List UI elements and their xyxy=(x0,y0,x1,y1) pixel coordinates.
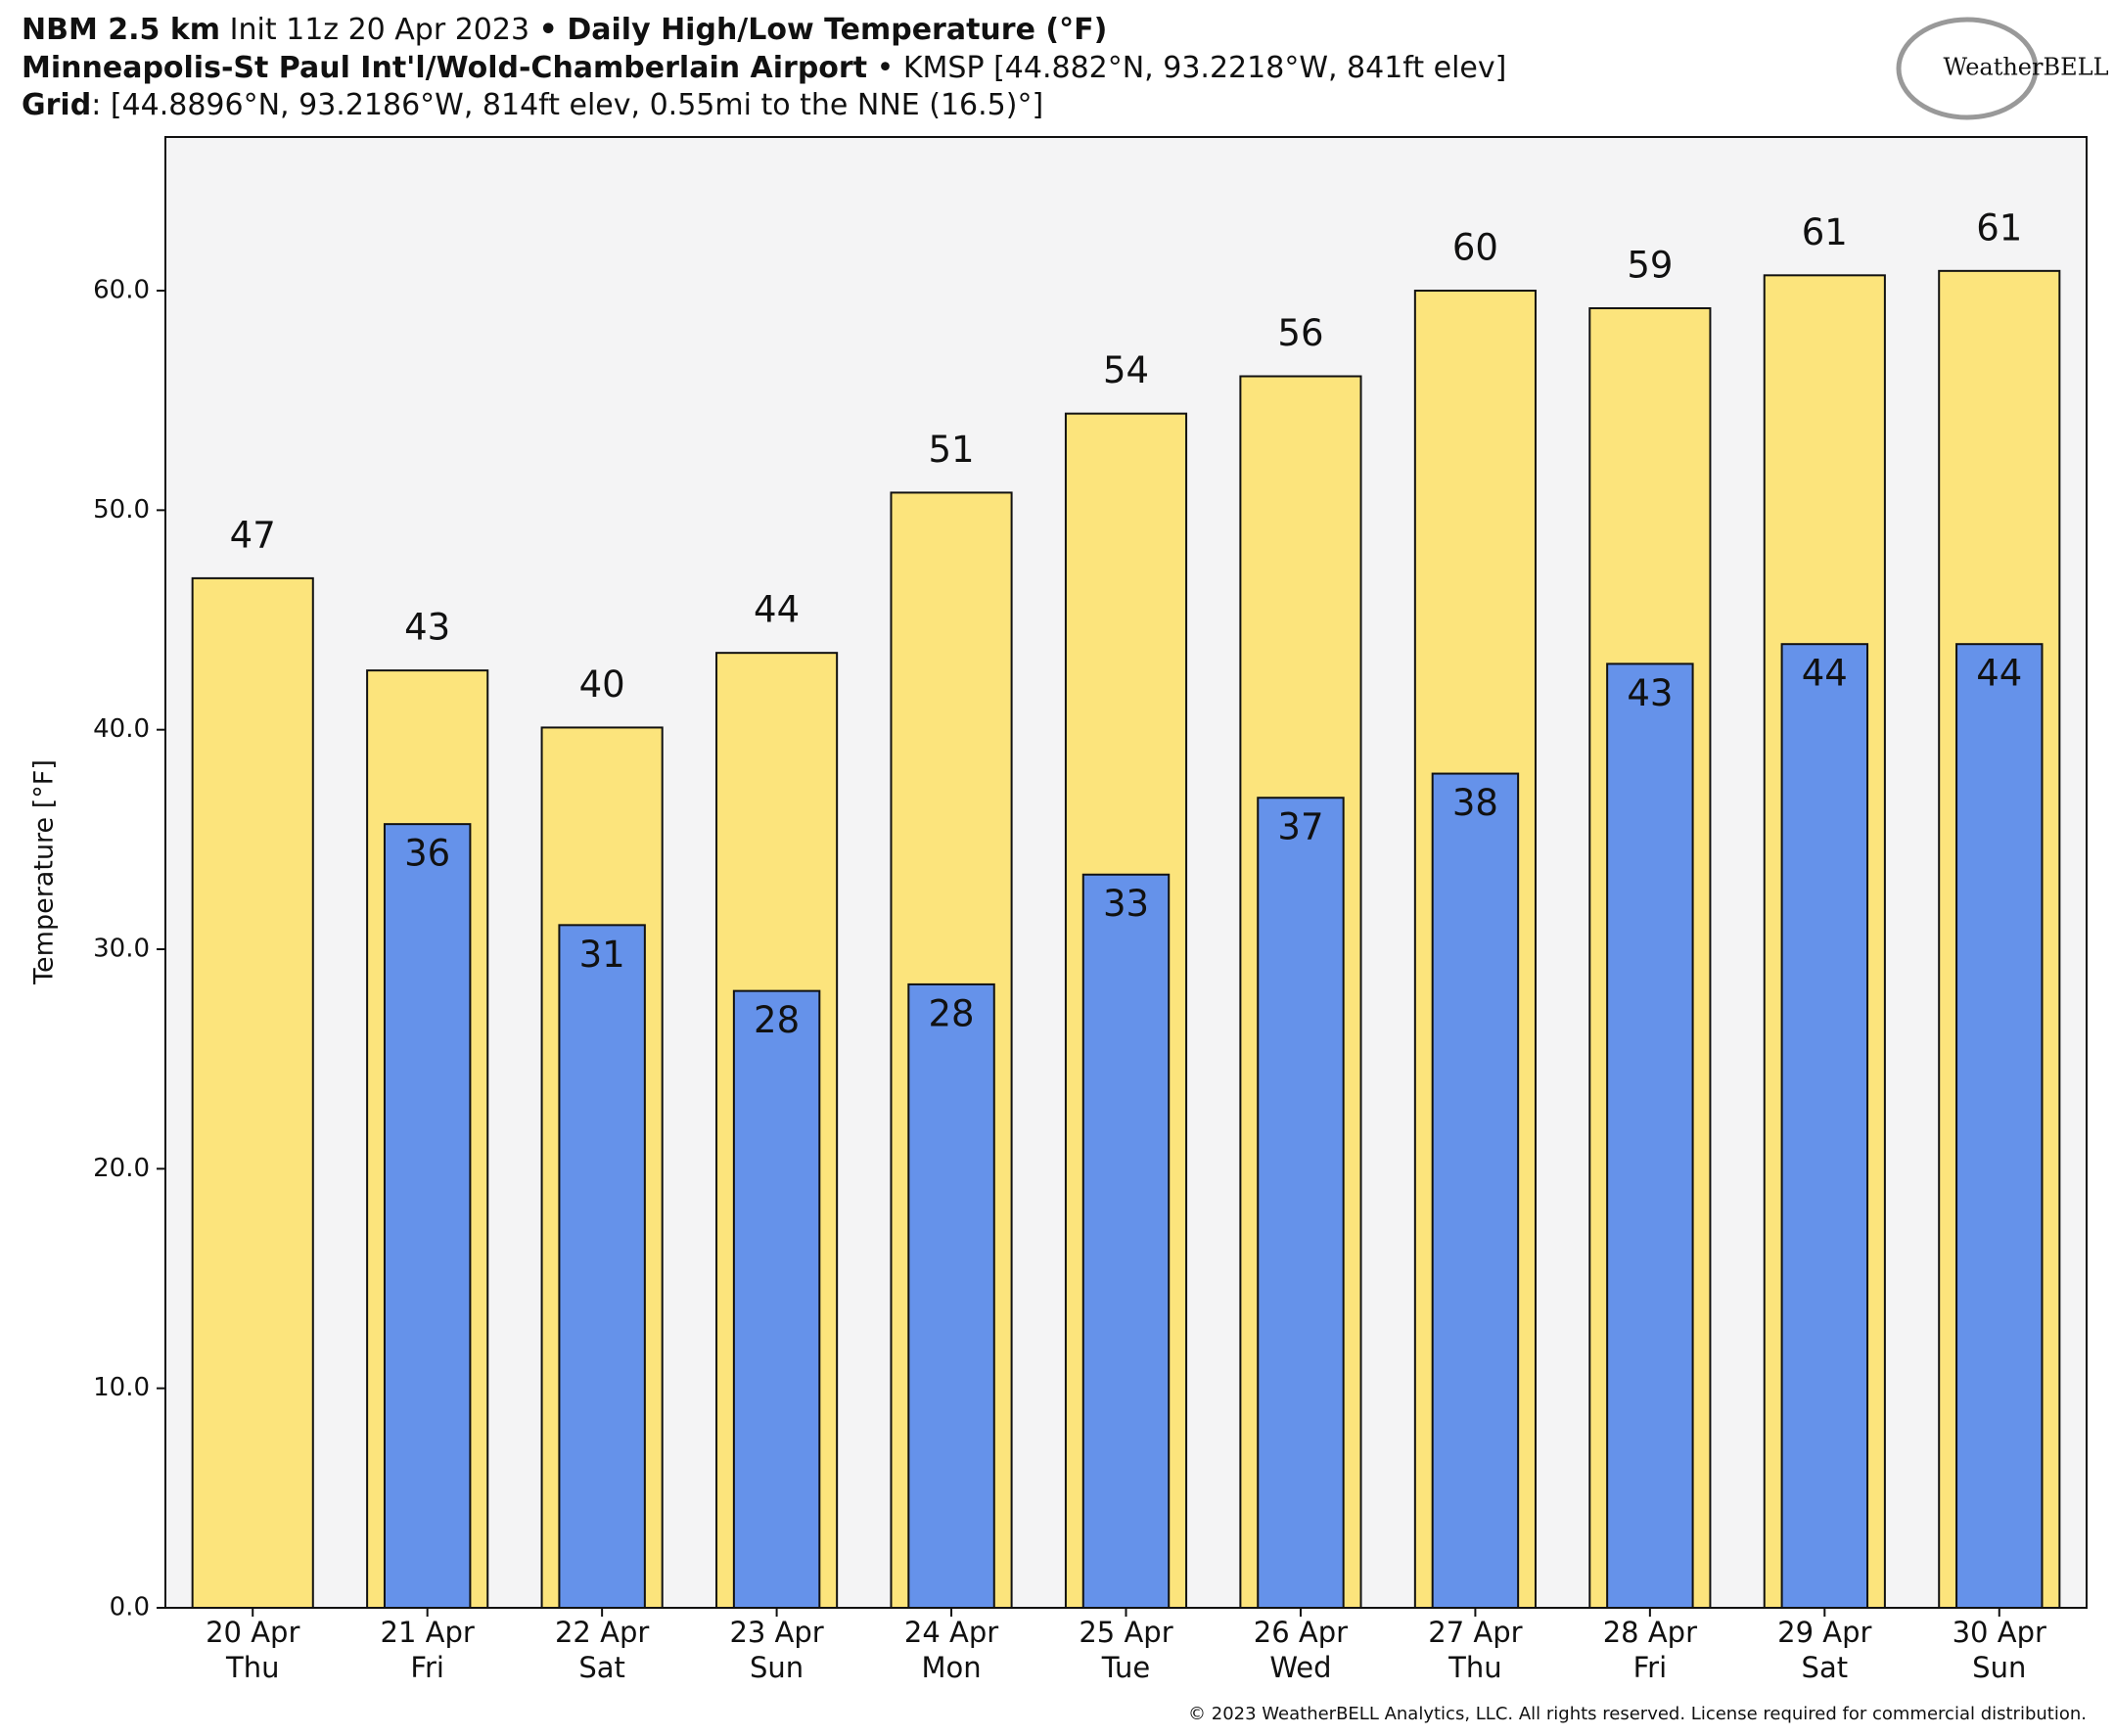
x-tick-weekday: Tue xyxy=(1101,1651,1151,1684)
bar xyxy=(1431,772,1520,1609)
value-label: 51 xyxy=(928,429,974,471)
x-tick-weekday: Sun xyxy=(1972,1651,2026,1684)
x-tick-label: 27 Apr xyxy=(1428,1616,1522,1649)
title-part: Daily High/Low Temperature (°F) xyxy=(567,13,1107,47)
x-tick-weekday: Thu xyxy=(225,1651,279,1684)
value-label: 60 xyxy=(1452,227,1498,269)
title-part: Init 11z 20 Apr 2023 xyxy=(230,13,529,47)
x-tick-weekday: Fri xyxy=(410,1651,444,1684)
x-tick-weekday: Sat xyxy=(578,1651,625,1684)
x-tick-label: 21 Apr xyxy=(381,1616,475,1649)
x-tick-weekday: Mon xyxy=(921,1651,981,1684)
value-label: 33 xyxy=(1103,883,1149,925)
value-label: 40 xyxy=(579,663,625,706)
bar xyxy=(383,823,472,1609)
value-label: 31 xyxy=(579,934,625,976)
y-tick-label: 0.0 xyxy=(110,1593,150,1622)
x-tick-label: 23 Apr xyxy=(729,1616,823,1649)
subtitle-line: Minneapolis-St Paul Int'l/Wold-Chamberla… xyxy=(22,51,1506,85)
value-label: 43 xyxy=(404,607,450,649)
x-tick-weekday: Thu xyxy=(1448,1651,1501,1684)
grid-label: Grid xyxy=(22,88,91,122)
value-label: 44 xyxy=(1802,653,1848,695)
title-part: NBM 2.5 km xyxy=(22,13,220,47)
bar xyxy=(1955,643,2044,1609)
bar xyxy=(1081,873,1171,1609)
bar xyxy=(558,924,646,1609)
y-tick-label: 20.0 xyxy=(93,1154,150,1183)
y-tick-label: 10.0 xyxy=(93,1373,150,1402)
x-tick-label: 29 Apr xyxy=(1777,1616,1871,1649)
bar xyxy=(1606,662,1694,1609)
bar xyxy=(732,989,821,1609)
value-label: 36 xyxy=(404,833,450,875)
bar xyxy=(191,576,314,1609)
x-tick-weekday: Fri xyxy=(1633,1651,1668,1684)
y-axis-label: Temperature [°F] xyxy=(29,759,60,985)
value-label: 59 xyxy=(1627,244,1673,286)
value-label: 47 xyxy=(230,514,276,556)
logo-swirl xyxy=(1896,17,2039,120)
value-label: 28 xyxy=(754,999,800,1041)
x-tick-weekday: Wed xyxy=(1269,1651,1331,1684)
value-label: 28 xyxy=(928,992,974,1034)
bar xyxy=(1257,797,1345,1609)
value-label: 38 xyxy=(1452,782,1498,824)
y-tick-label: 40.0 xyxy=(93,714,150,744)
value-label: 56 xyxy=(1277,312,1323,354)
x-tick-label: 25 Apr xyxy=(1079,1616,1172,1649)
y-tick-label: 60.0 xyxy=(93,276,150,305)
x-tick-label: 24 Apr xyxy=(904,1616,998,1649)
grid-info: : [44.8896°N, 93.2186°W, 814ft elev, 0.5… xyxy=(91,88,1043,122)
value-label: 43 xyxy=(1627,672,1673,714)
x-tick-label: 28 Apr xyxy=(1603,1616,1697,1649)
logo: WeatherBELL xyxy=(1943,54,2108,81)
x-tick-label: 26 Apr xyxy=(1254,1616,1348,1649)
x-tick-weekday: Sat xyxy=(1802,1651,1849,1684)
value-label: 44 xyxy=(754,589,800,631)
y-tick-label: 50.0 xyxy=(93,495,150,525)
footer: © 2023 WeatherBELL Analytics, LLC. All r… xyxy=(1188,1704,2087,1724)
x-tick-label: 30 Apr xyxy=(1953,1616,2046,1649)
y-tick-label: 30.0 xyxy=(93,935,150,964)
subtitle-part: • KMSP [44.882°N, 93.2218°W, 841ft elev] xyxy=(877,51,1507,85)
value-label: 54 xyxy=(1103,349,1149,391)
x-tick-label: 20 Apr xyxy=(206,1616,299,1649)
value-label: 44 xyxy=(1976,653,2022,695)
bar xyxy=(1780,643,1869,1609)
value-label: 37 xyxy=(1277,806,1323,848)
value-label: 61 xyxy=(1976,206,2022,249)
bar xyxy=(907,982,995,1609)
title-line: NBM 2.5 km Init 11z 20 Apr 2023 • Daily … xyxy=(22,13,1107,47)
subtitle-part: Minneapolis-St Paul Int'l/Wold-Chamberla… xyxy=(22,51,867,85)
x-tick-weekday: Sun xyxy=(750,1651,804,1684)
value-label: 61 xyxy=(1802,211,1848,253)
x-tick-label: 22 Apr xyxy=(555,1616,649,1649)
title-part: • xyxy=(539,13,558,47)
grid-line-info: Grid: [44.8896°N, 93.2186°W, 814ft elev,… xyxy=(22,88,1043,122)
